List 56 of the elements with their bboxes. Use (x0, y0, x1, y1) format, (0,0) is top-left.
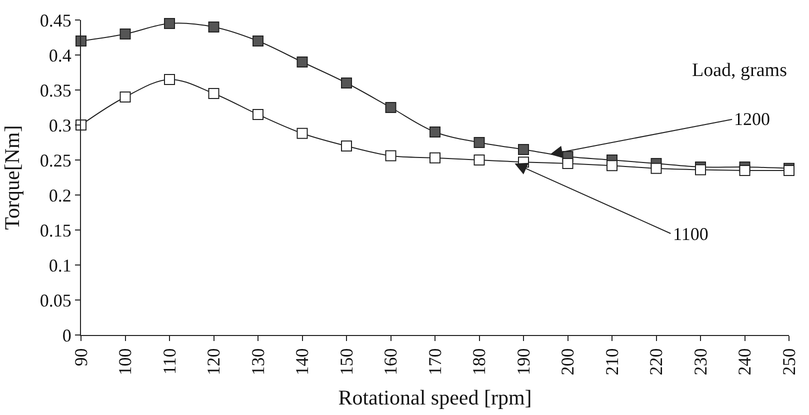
x-tick-label: 250 (778, 348, 799, 376)
point (430, 152, 440, 164)
x-tick-label: 220 (646, 348, 666, 376)
x-tick-label: 110 (159, 348, 180, 375)
x-tick-label: 170 (424, 348, 445, 376)
x-tick-label: 160 (380, 348, 401, 376)
point (208, 22, 220, 32)
annotation: Load, grams (692, 60, 787, 81)
x-tick-label: 140 (292, 348, 312, 376)
y-tick-label: 0.1 (48, 255, 72, 276)
point (120, 28, 131, 40)
y-tick-label: 0.35 (40, 80, 72, 100)
x-tick-label: 100 (115, 348, 136, 376)
point (296, 128, 308, 139)
x-tick-label: 150 (336, 348, 356, 376)
y-tick-label: 0.3 (48, 115, 72, 136)
point (562, 158, 574, 169)
point (252, 36, 264, 46)
point (739, 165, 750, 176)
x-tick-label: 130 (248, 348, 268, 376)
point (120, 92, 131, 102)
x-tick-label: 230 (690, 348, 710, 376)
point (385, 102, 396, 113)
point (474, 137, 485, 148)
point (341, 78, 352, 88)
point (296, 56, 308, 68)
x-tick-label: 120 (204, 348, 224, 376)
x-tick-label: 200 (558, 348, 578, 376)
annotation: 1200 (734, 109, 770, 129)
point (650, 162, 662, 174)
annotation: 1100 (673, 224, 708, 244)
y-tick-label: 0.2 (48, 185, 72, 206)
point (474, 154, 485, 166)
point (385, 150, 396, 162)
y-tick-label: 0.4 (48, 45, 72, 66)
point (430, 126, 440, 138)
y-axis-title: Torque[Nm] (0, 125, 24, 230)
y-tick-label: 0.25 (40, 150, 72, 170)
point (606, 160, 618, 172)
x-tick-label: 240 (734, 348, 755, 376)
y-tick-label: 0 (62, 325, 72, 346)
point (252, 109, 264, 120)
y-tick-label: 0.15 (40, 220, 72, 240)
point (164, 18, 175, 29)
point (208, 88, 220, 99)
x-tick-label: 190 (513, 348, 534, 376)
point (784, 165, 794, 176)
y-tick-label: 0.05 (40, 290, 72, 310)
x-tick-label: 180 (469, 348, 490, 376)
x-tick-label: 90 (70, 348, 91, 366)
y-tick-label: 0.45 (40, 10, 72, 30)
x-tick-label: 210 (602, 348, 622, 376)
point (695, 164, 706, 176)
point (76, 36, 86, 46)
x-axis-title: Rotational speed [rpm] (338, 385, 532, 410)
point (518, 144, 529, 155)
